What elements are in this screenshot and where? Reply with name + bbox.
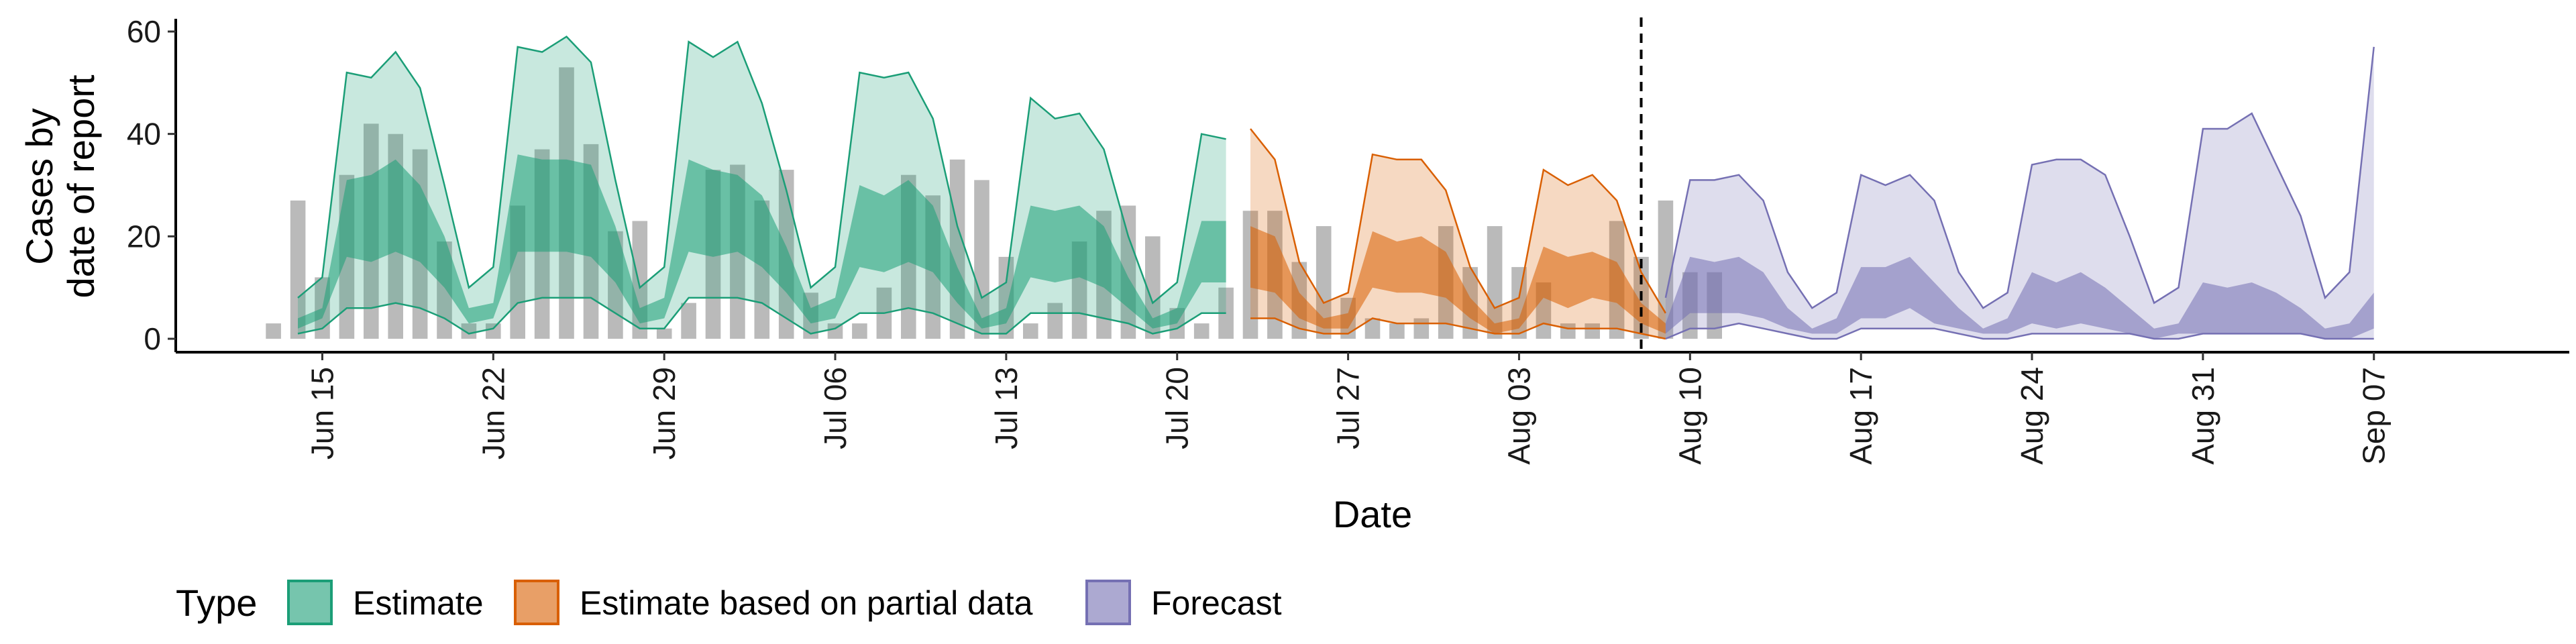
inner-interval-band [1250, 226, 1666, 334]
series-3 [1664, 46, 2375, 340]
case-bar [266, 323, 281, 339]
legend-label: Estimate [353, 584, 484, 622]
legend-entry: Estimate based on partial data [514, 580, 1033, 625]
outer-lower-line [1665, 322, 2374, 340]
legend-key [1085, 580, 1131, 625]
x-tick-label: Jul 20 [1160, 367, 1195, 449]
x-tick-label: Aug 17 [1843, 367, 1878, 465]
legend-label: Estimate based on partial data [580, 584, 1033, 622]
case-bar [290, 200, 306, 339]
ribbons-layer [297, 35, 2375, 340]
case-bar [1047, 303, 1063, 339]
x-tick-label: Jul 27 [1331, 367, 1366, 449]
outer-upper-line [1250, 128, 1666, 314]
case-bar [461, 323, 477, 339]
case-bar [1487, 226, 1503, 339]
x-tick-label: Aug 10 [1672, 367, 1707, 465]
x-tick-label: Sep 07 [2357, 367, 2392, 465]
outer-upper-line [297, 35, 1226, 305]
case-bar [1193, 323, 1210, 339]
x-tick-label: Jul 06 [818, 367, 853, 449]
y-ticks: 0 20 40 60 [127, 14, 176, 356]
x-tick-label: Jun 29 [647, 367, 682, 460]
legend-entries: Estimate Estimate based on partial data Fo… [287, 580, 1282, 625]
x-axis-title: Date [1333, 493, 1412, 535]
outer-upper-line [1664, 46, 2375, 309]
case-bar [852, 323, 867, 339]
x-tick-label: Aug 24 [2015, 367, 2049, 465]
axes-layer [174, 19, 2569, 354]
case-bar [1585, 323, 1600, 339]
outer-interval-band [298, 36, 1226, 334]
x-ticks: Jun 15 Jun 22 Jun 29 Jul 06 Jul 13 Jul 20 Jul … [305, 352, 2392, 465]
case-bar [1316, 226, 1332, 339]
x-tick-label: Aug 31 [2186, 367, 2220, 465]
x-tick-label: Jun 15 [305, 367, 339, 460]
y-tick-label: 20 [127, 219, 161, 254]
case-bar [656, 328, 672, 339]
y-axis-title-line-1: Cases by [18, 108, 60, 264]
y-tick-label: 0 [144, 321, 161, 356]
x-tick-label: Aug 03 [1501, 367, 1536, 465]
case-bar [827, 323, 843, 339]
outer-lower-line [1250, 317, 1666, 340]
case-bar [1658, 200, 1674, 339]
legend-label: Forecast [1151, 584, 1282, 622]
y-axis-title-line-2: date of report [60, 74, 102, 299]
legend-entry: Forecast [1085, 580, 1282, 625]
outer-lower-line [297, 297, 1226, 335]
x-tick-label: Jun 22 [476, 367, 511, 460]
inner-interval-band [1665, 256, 2374, 339]
legend: Type Estimate Estimate based on partial d… [176, 580, 1282, 625]
legend-title: Type [176, 582, 257, 624]
y-tick-label: 60 [127, 14, 161, 49]
case-bar [486, 323, 501, 339]
legend-key [287, 580, 333, 625]
series-2 [1250, 128, 1666, 340]
x-tick-label: Jul 13 [989, 367, 1024, 449]
case-bar [1218, 287, 1234, 339]
case-bar [974, 180, 989, 339]
case-bar [681, 303, 696, 339]
y-tick-label: 40 [127, 117, 161, 152]
legend-entry: Estimate [287, 580, 484, 625]
case-bar [1364, 318, 1381, 339]
case-bar [1389, 323, 1405, 339]
case-bar [1023, 323, 1038, 339]
inner-interval-band [298, 154, 1226, 329]
legend-key [514, 580, 559, 625]
series-1 [297, 35, 1226, 335]
